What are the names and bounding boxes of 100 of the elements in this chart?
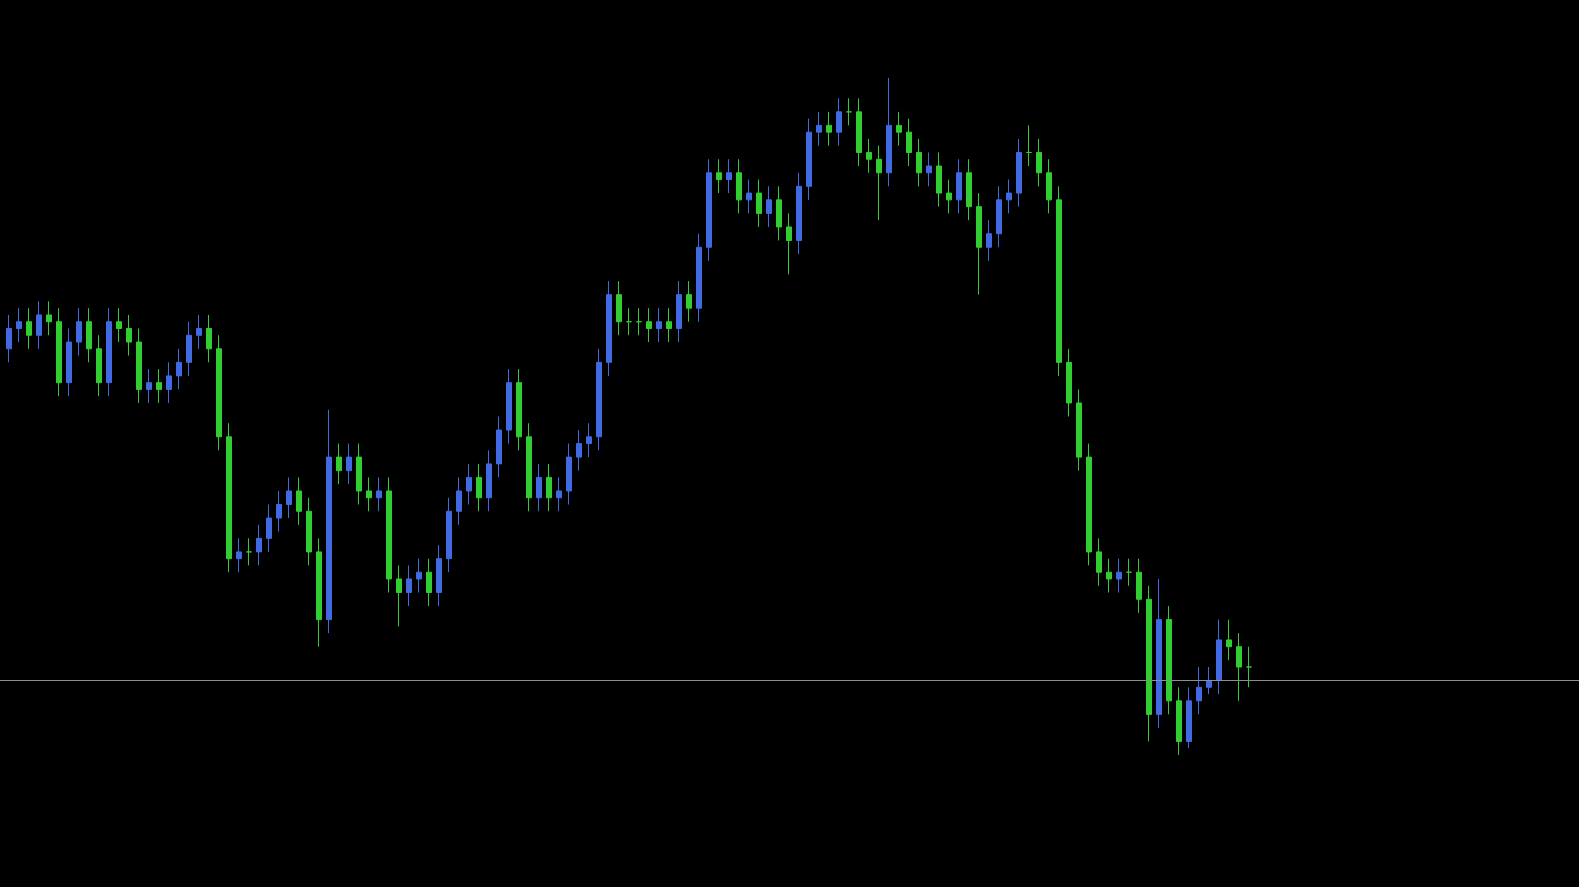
candlestick bbox=[266, 504, 272, 553]
candlestick bbox=[356, 443, 362, 506]
candlestick bbox=[976, 192, 982, 296]
candlestick bbox=[226, 422, 232, 573]
candlestick bbox=[176, 348, 182, 390]
candlestick bbox=[366, 476, 372, 512]
candlestick bbox=[1146, 585, 1152, 742]
candlestick bbox=[736, 158, 742, 214]
candlestick bbox=[1176, 686, 1182, 756]
candlestick bbox=[546, 463, 552, 512]
candlestick bbox=[106, 307, 112, 397]
candlestick bbox=[586, 422, 592, 458]
candlestick bbox=[856, 97, 862, 167]
candlestick bbox=[326, 409, 332, 634]
candlestick bbox=[16, 307, 22, 343]
candlestick bbox=[1006, 179, 1012, 214]
candlestick bbox=[1106, 558, 1112, 594]
candlestick bbox=[116, 307, 122, 343]
candlestick bbox=[926, 151, 932, 187]
candlestick bbox=[1066, 348, 1072, 417]
candlestick bbox=[206, 314, 212, 363]
candlestick bbox=[846, 97, 852, 126]
candlestick bbox=[626, 307, 632, 336]
candlestick bbox=[246, 537, 252, 566]
candlestick bbox=[466, 463, 472, 506]
candlestick bbox=[126, 314, 132, 357]
candlestick bbox=[136, 327, 142, 404]
candlestick bbox=[606, 280, 612, 377]
candlestick bbox=[1206, 666, 1212, 695]
candlestick bbox=[1076, 388, 1082, 472]
candlestick bbox=[666, 307, 672, 343]
candlestick bbox=[1016, 138, 1022, 208]
candlestick bbox=[1186, 686, 1192, 749]
candlestick bbox=[86, 307, 92, 363]
candlestick bbox=[506, 368, 512, 445]
candlestick bbox=[1086, 443, 1092, 566]
candlestick bbox=[26, 307, 32, 350]
candlestick bbox=[416, 558, 422, 594]
candlestick bbox=[96, 334, 102, 397]
candlestick bbox=[576, 429, 582, 472]
candlestick bbox=[966, 158, 972, 221]
candlestick bbox=[376, 476, 382, 512]
candlestick bbox=[906, 118, 912, 167]
candlestick bbox=[306, 497, 312, 566]
candlestick bbox=[776, 185, 782, 241]
candlestick bbox=[476, 463, 482, 512]
candlestick bbox=[196, 314, 202, 350]
candlestick bbox=[486, 449, 492, 512]
candlestick bbox=[656, 307, 662, 343]
candlestick bbox=[1116, 558, 1122, 594]
candlestick bbox=[896, 111, 902, 147]
candlestick bbox=[396, 564, 402, 627]
candlestick bbox=[676, 280, 682, 343]
candlestick bbox=[826, 111, 832, 147]
candlestick bbox=[216, 334, 222, 451]
candlestick bbox=[46, 300, 52, 336]
candlestick bbox=[156, 368, 162, 404]
candlestick bbox=[876, 145, 882, 221]
candlestick bbox=[1036, 138, 1042, 187]
candlestick bbox=[766, 185, 772, 228]
candlestick bbox=[386, 476, 392, 594]
candlestick bbox=[496, 416, 502, 478]
candlestick bbox=[596, 348, 602, 451]
candlestick bbox=[6, 314, 12, 363]
candlestick bbox=[436, 544, 442, 607]
candlestick bbox=[836, 97, 842, 147]
candlestick bbox=[996, 185, 1002, 248]
candlestick bbox=[936, 151, 942, 208]
candlestick bbox=[446, 497, 452, 573]
candlestick bbox=[986, 219, 992, 262]
candlestick bbox=[1156, 578, 1162, 729]
candlestick bbox=[406, 564, 412, 607]
candlestick bbox=[36, 300, 42, 350]
candlestick bbox=[566, 443, 572, 506]
candlestick bbox=[706, 158, 712, 262]
candlestick bbox=[186, 321, 192, 377]
candlestick bbox=[556, 476, 562, 512]
candlestick bbox=[286, 476, 292, 519]
candlestick bbox=[1056, 185, 1062, 377]
candlestick bbox=[56, 307, 62, 397]
candlestick bbox=[516, 368, 522, 451]
candlestick bbox=[66, 327, 72, 397]
candlestick bbox=[316, 537, 322, 648]
candlestick bbox=[1096, 537, 1102, 587]
candlestick bbox=[756, 179, 762, 228]
candlestick bbox=[1166, 605, 1172, 715]
candlestick bbox=[1196, 666, 1202, 715]
candlestick bbox=[616, 280, 622, 336]
candlestick bbox=[1126, 558, 1132, 587]
candlestick bbox=[886, 77, 892, 187]
candlestick bbox=[1246, 646, 1252, 688]
candlestick bbox=[276, 490, 282, 533]
candlestick bbox=[716, 158, 722, 194]
candlestick bbox=[956, 158, 962, 214]
candlestick bbox=[536, 463, 542, 512]
candlestick bbox=[346, 443, 352, 485]
candlestick bbox=[946, 179, 952, 214]
candlestick bbox=[726, 158, 732, 194]
candlestick bbox=[806, 118, 812, 201]
candlestick bbox=[76, 307, 82, 357]
